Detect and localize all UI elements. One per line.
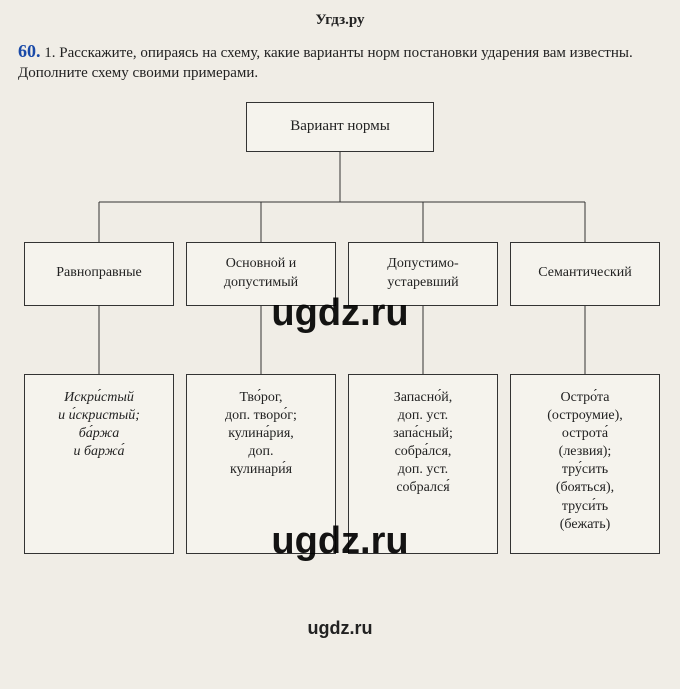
example-node-3: Остро́та (остроумие), острота́ (лезвия);… — [510, 374, 660, 554]
example-node-0: Искри́стый и и́скристый; ба́ржа и баржа́ — [24, 374, 174, 554]
example-node-2: Запасно́й, доп. уст. запа́сный; собра́лс… — [348, 374, 498, 554]
footer-link: ugdz.ru — [18, 618, 662, 639]
category-node-3: Семантический — [510, 242, 660, 306]
example-text-0: Искри́стый и и́скристый; ба́ржа и баржа́ — [58, 389, 140, 462]
example-node-1: Тво́рог, доп. творо́г; кулина́рия, доп. … — [186, 374, 336, 554]
root-node: Вариант нормы — [246, 102, 434, 152]
task-body: Расскажите, опираясь на схему, какие вар… — [18, 45, 633, 81]
example-text-2: Запасно́й, доп. уст. запа́сный; собра́лс… — [393, 389, 453, 498]
category-node-2: Допустимо- устаревший — [348, 242, 498, 306]
task-number: 60. — [18, 41, 41, 61]
site-header: Угдз.ру — [18, 12, 662, 29]
example-text-1: Тво́рог, доп. творо́г; кулина́рия, доп. … — [225, 389, 297, 480]
diagram-area: Вариант нормы Равноправные Основной и до… — [18, 92, 662, 612]
task-subnumber: 1. — [44, 45, 55, 61]
task-text: 60. 1. Расскажите, опираясь на схему, ка… — [18, 39, 662, 84]
category-node-1: Основной и допустимый — [186, 242, 336, 306]
category-node-0: Равноправные — [24, 242, 174, 306]
example-text-3: Остро́та (остроумие), острота́ (лезвия);… — [547, 389, 623, 535]
